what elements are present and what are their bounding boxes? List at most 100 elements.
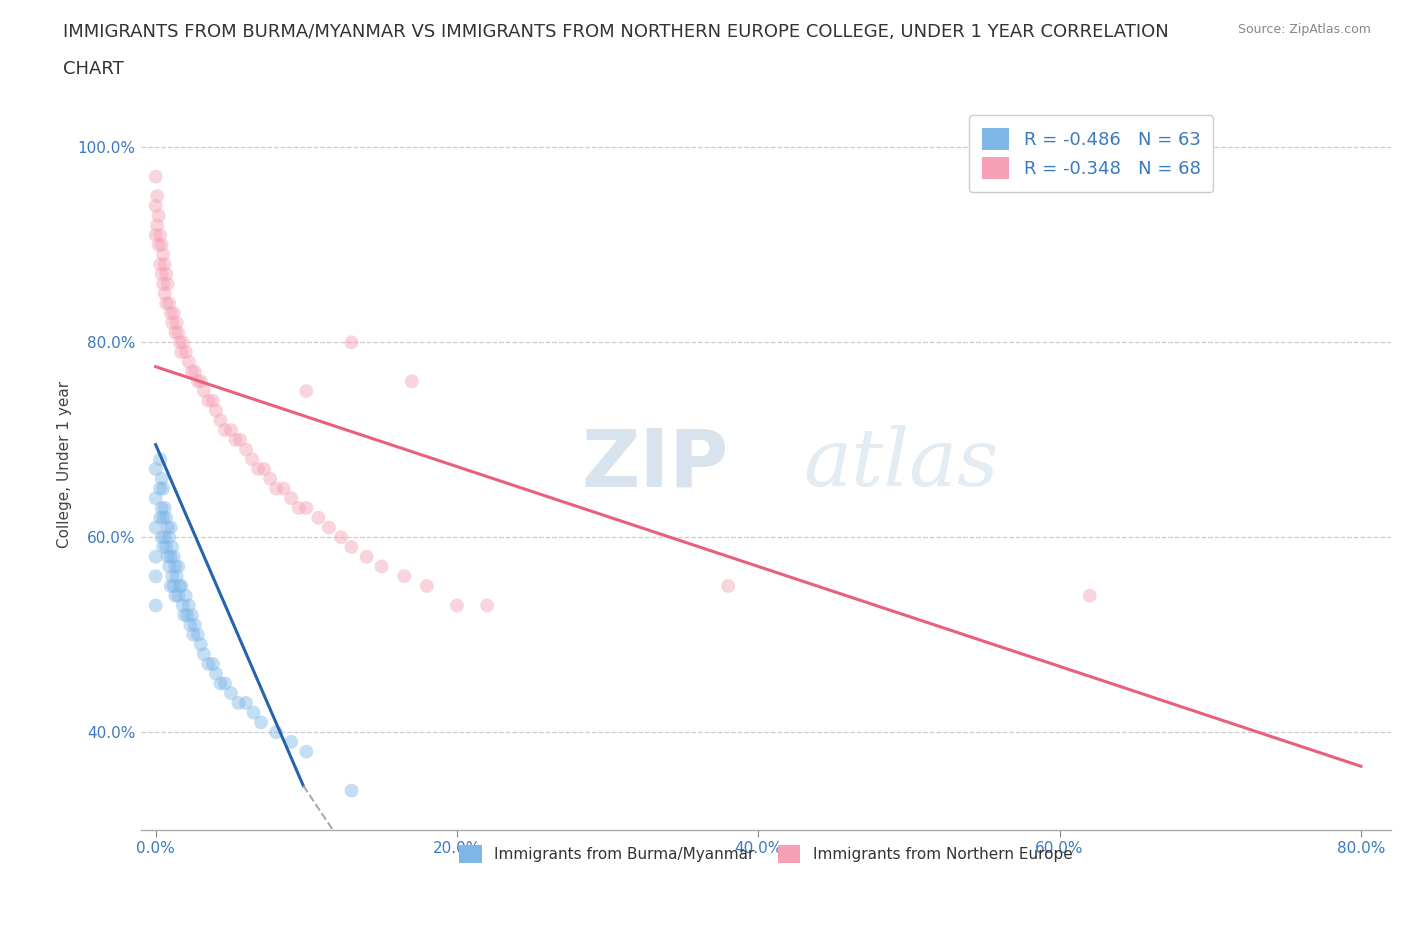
Point [280,491,302,506]
Text: atlas: atlas [803,425,998,503]
Point [340,783,363,798]
Text: Source: ZipAtlas.com: Source: ZipAtlas.com [1237,23,1371,36]
Point [177,598,200,613]
Point [475,598,498,613]
Point [157,530,180,545]
Point [166,569,188,584]
Point [152,481,174,496]
Point [240,452,263,467]
Point [225,432,247,447]
Point [159,520,181,535]
Point [184,365,207,379]
Point [219,422,242,437]
Point [157,296,180,311]
Point [228,696,250,711]
Point [394,569,416,584]
Point [295,383,318,398]
Point [250,715,273,730]
Point [167,559,190,574]
Point [197,657,219,671]
Point [356,550,378,565]
Point [190,637,212,652]
Point [156,276,179,291]
Legend: Immigrants from Burma/Myanmar, Immigrants from Northern Europe: Immigrants from Burma/Myanmar, Immigrant… [453,839,1078,870]
Point [214,422,236,437]
Point [169,335,191,350]
Point [152,539,174,554]
Point [205,666,228,681]
Point [264,481,287,496]
Point [155,539,177,554]
Point [318,520,340,535]
Point [165,559,187,574]
Point [242,705,264,720]
Point [145,569,167,584]
Point [149,228,172,243]
Point [169,578,191,593]
Point [219,685,242,700]
Point [416,578,439,593]
Point [209,413,232,428]
Point [150,267,173,282]
Point [446,598,468,613]
Text: IMMIGRANTS FROM BURMA/MYANMAR VS IMMIGRANTS FROM NORTHERN EUROPE COLLEGE, UNDER : IMMIGRANTS FROM BURMA/MYANMAR VS IMMIGRA… [63,23,1168,41]
Point [146,189,169,204]
Point [717,578,740,593]
Point [155,267,177,282]
Point [160,539,183,554]
Point [177,354,200,369]
Point [160,315,183,330]
Point [145,520,167,535]
Point [201,657,224,671]
Point [370,559,392,574]
Point [193,646,215,661]
Point [166,315,188,330]
Point [259,472,281,486]
Point [163,306,186,321]
Point [264,724,287,739]
Point [187,627,209,642]
Point [152,276,174,291]
Point [330,530,353,545]
Point [149,257,172,272]
Point [163,578,186,593]
Point [235,696,257,711]
Point [148,208,170,223]
Point [153,286,176,301]
Point [145,461,167,476]
Point [273,481,295,496]
Point [150,472,173,486]
Point [280,735,302,750]
Point [159,578,181,593]
Point [214,676,236,691]
Point [187,374,209,389]
Point [253,461,276,476]
Point [307,511,329,525]
Point [153,500,176,515]
Point [149,452,172,467]
Point [209,676,232,691]
Point [157,559,180,574]
Point [149,481,172,496]
Point [145,169,167,184]
Point [146,218,169,232]
Point [190,374,212,389]
Point [401,374,423,389]
Point [174,345,197,360]
Point [152,511,174,525]
Point [340,539,363,554]
Point [145,228,167,243]
Point [170,578,193,593]
Point [1078,589,1101,604]
Point [201,393,224,408]
Point [160,569,183,584]
Point [295,500,318,515]
Point [156,550,179,565]
Point [197,393,219,408]
Point [172,335,194,350]
Point [156,520,179,535]
Point [163,550,186,565]
Point [159,550,181,565]
Point [145,550,167,565]
Point [145,198,167,213]
